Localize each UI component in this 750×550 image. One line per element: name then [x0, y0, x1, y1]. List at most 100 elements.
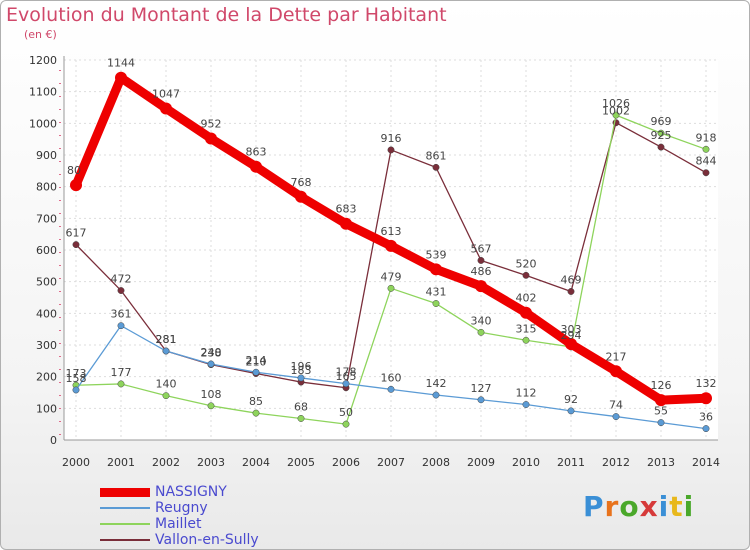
data-label: 861: [426, 149, 447, 162]
y-tick-label: 200: [36, 371, 57, 384]
data-label: 520: [516, 257, 537, 270]
data-point: [702, 169, 710, 177]
data-label: 132: [696, 377, 717, 390]
data-label: 281: [156, 333, 177, 346]
data-label: 1144: [107, 57, 135, 70]
legend-swatch: [100, 507, 150, 509]
chart-title: Evolution du Montant de la Dette par Hab…: [6, 4, 447, 26]
data-point: [567, 288, 575, 295]
logo-letter: t: [669, 490, 684, 523]
data-label: 238: [201, 347, 222, 360]
x-tick-label: 2008: [422, 456, 450, 469]
data-point: [657, 419, 665, 427]
data-label: 1002: [602, 105, 630, 118]
data-label: 469: [561, 273, 582, 286]
x-tick-label: 2006: [332, 456, 360, 469]
x-tick-label: 2001: [107, 456, 135, 469]
y-tick-label: 400: [36, 307, 57, 320]
data-point: [162, 347, 170, 355]
y-tick-label: 1000: [29, 117, 57, 130]
data-point: [72, 386, 80, 394]
data-label: 158: [66, 372, 87, 385]
data-label: 68: [294, 400, 308, 413]
data-point: [340, 217, 352, 230]
legend-label: Vallon-en-Sully: [155, 532, 259, 548]
x-tick-label: 2010: [512, 456, 540, 469]
legend-swatch: [100, 539, 150, 541]
data-label: 916: [381, 132, 402, 145]
data-label: 683: [336, 203, 357, 216]
data-point: [252, 409, 260, 417]
data-point: [565, 338, 577, 351]
data-point: [657, 143, 665, 151]
data-point: [432, 163, 440, 171]
data-label: 178: [336, 366, 357, 379]
y-tick-label: 900: [36, 149, 57, 162]
x-tick-label: 2002: [152, 456, 180, 469]
data-label: 92: [564, 393, 578, 406]
data-label: 925: [651, 129, 672, 142]
data-label: 361: [111, 308, 132, 321]
data-label: 539: [426, 248, 447, 261]
data-label: 217: [606, 350, 627, 363]
x-tick-label: 2000: [62, 456, 90, 469]
data-point: [72, 241, 80, 249]
series-maillet: [72, 111, 710, 428]
x-tick-label: 2009: [467, 456, 495, 469]
data-point: [477, 328, 485, 336]
data-point: [297, 415, 305, 422]
data-point: [70, 179, 82, 192]
data-label: 183: [291, 364, 312, 377]
data-point: [477, 396, 485, 404]
data-point: [522, 336, 530, 344]
data-label: 50: [339, 406, 353, 419]
data-label: 74: [609, 399, 623, 412]
x-tick-label: 2012: [602, 456, 630, 469]
y-tick-label: 800: [36, 181, 57, 194]
data-point: [432, 391, 440, 399]
x-tick-label: 2005: [287, 456, 315, 469]
x-tick-label: 2014: [692, 456, 720, 469]
data-point: [522, 271, 530, 279]
data-point: [342, 420, 350, 428]
data-point: [612, 111, 620, 119]
data-label: 160: [381, 371, 402, 384]
data-label: 126: [651, 379, 672, 392]
legend-swatch: [100, 523, 150, 525]
data-label: 486: [471, 265, 492, 278]
data-point: [117, 287, 125, 294]
data-label: 196: [291, 360, 312, 373]
series-reugny: [72, 322, 710, 433]
data-label: 165: [336, 370, 357, 383]
data-label: 315: [516, 322, 537, 335]
x-tick-label: 2007: [377, 456, 405, 469]
data-point: [385, 239, 397, 252]
data-label: 918: [696, 131, 717, 144]
data-label: 402: [516, 292, 537, 305]
data-label: 340: [471, 314, 492, 327]
data-point: [430, 263, 442, 276]
series-nassigny: [70, 71, 712, 407]
data-point: [520, 306, 532, 319]
data-label: 294: [561, 329, 582, 342]
data-point: [117, 322, 125, 330]
data-point: [610, 365, 622, 378]
data-point: [432, 300, 440, 307]
y-tick-label: 700: [36, 212, 57, 225]
data-label: 1047: [152, 87, 180, 100]
data-point: [250, 160, 262, 173]
legend-label: Reugny: [155, 500, 208, 516]
data-point: [477, 257, 485, 264]
data-point: [655, 394, 667, 407]
data-label: 210: [246, 356, 267, 369]
data-point: [205, 132, 217, 145]
data-point: [207, 360, 215, 368]
data-label: 55: [654, 405, 668, 418]
data-point: [387, 146, 395, 154]
y-tick-label: 300: [36, 339, 57, 352]
data-point: [160, 102, 172, 115]
data-point: [702, 145, 710, 153]
data-point: [295, 190, 307, 203]
data-point: [387, 385, 395, 393]
